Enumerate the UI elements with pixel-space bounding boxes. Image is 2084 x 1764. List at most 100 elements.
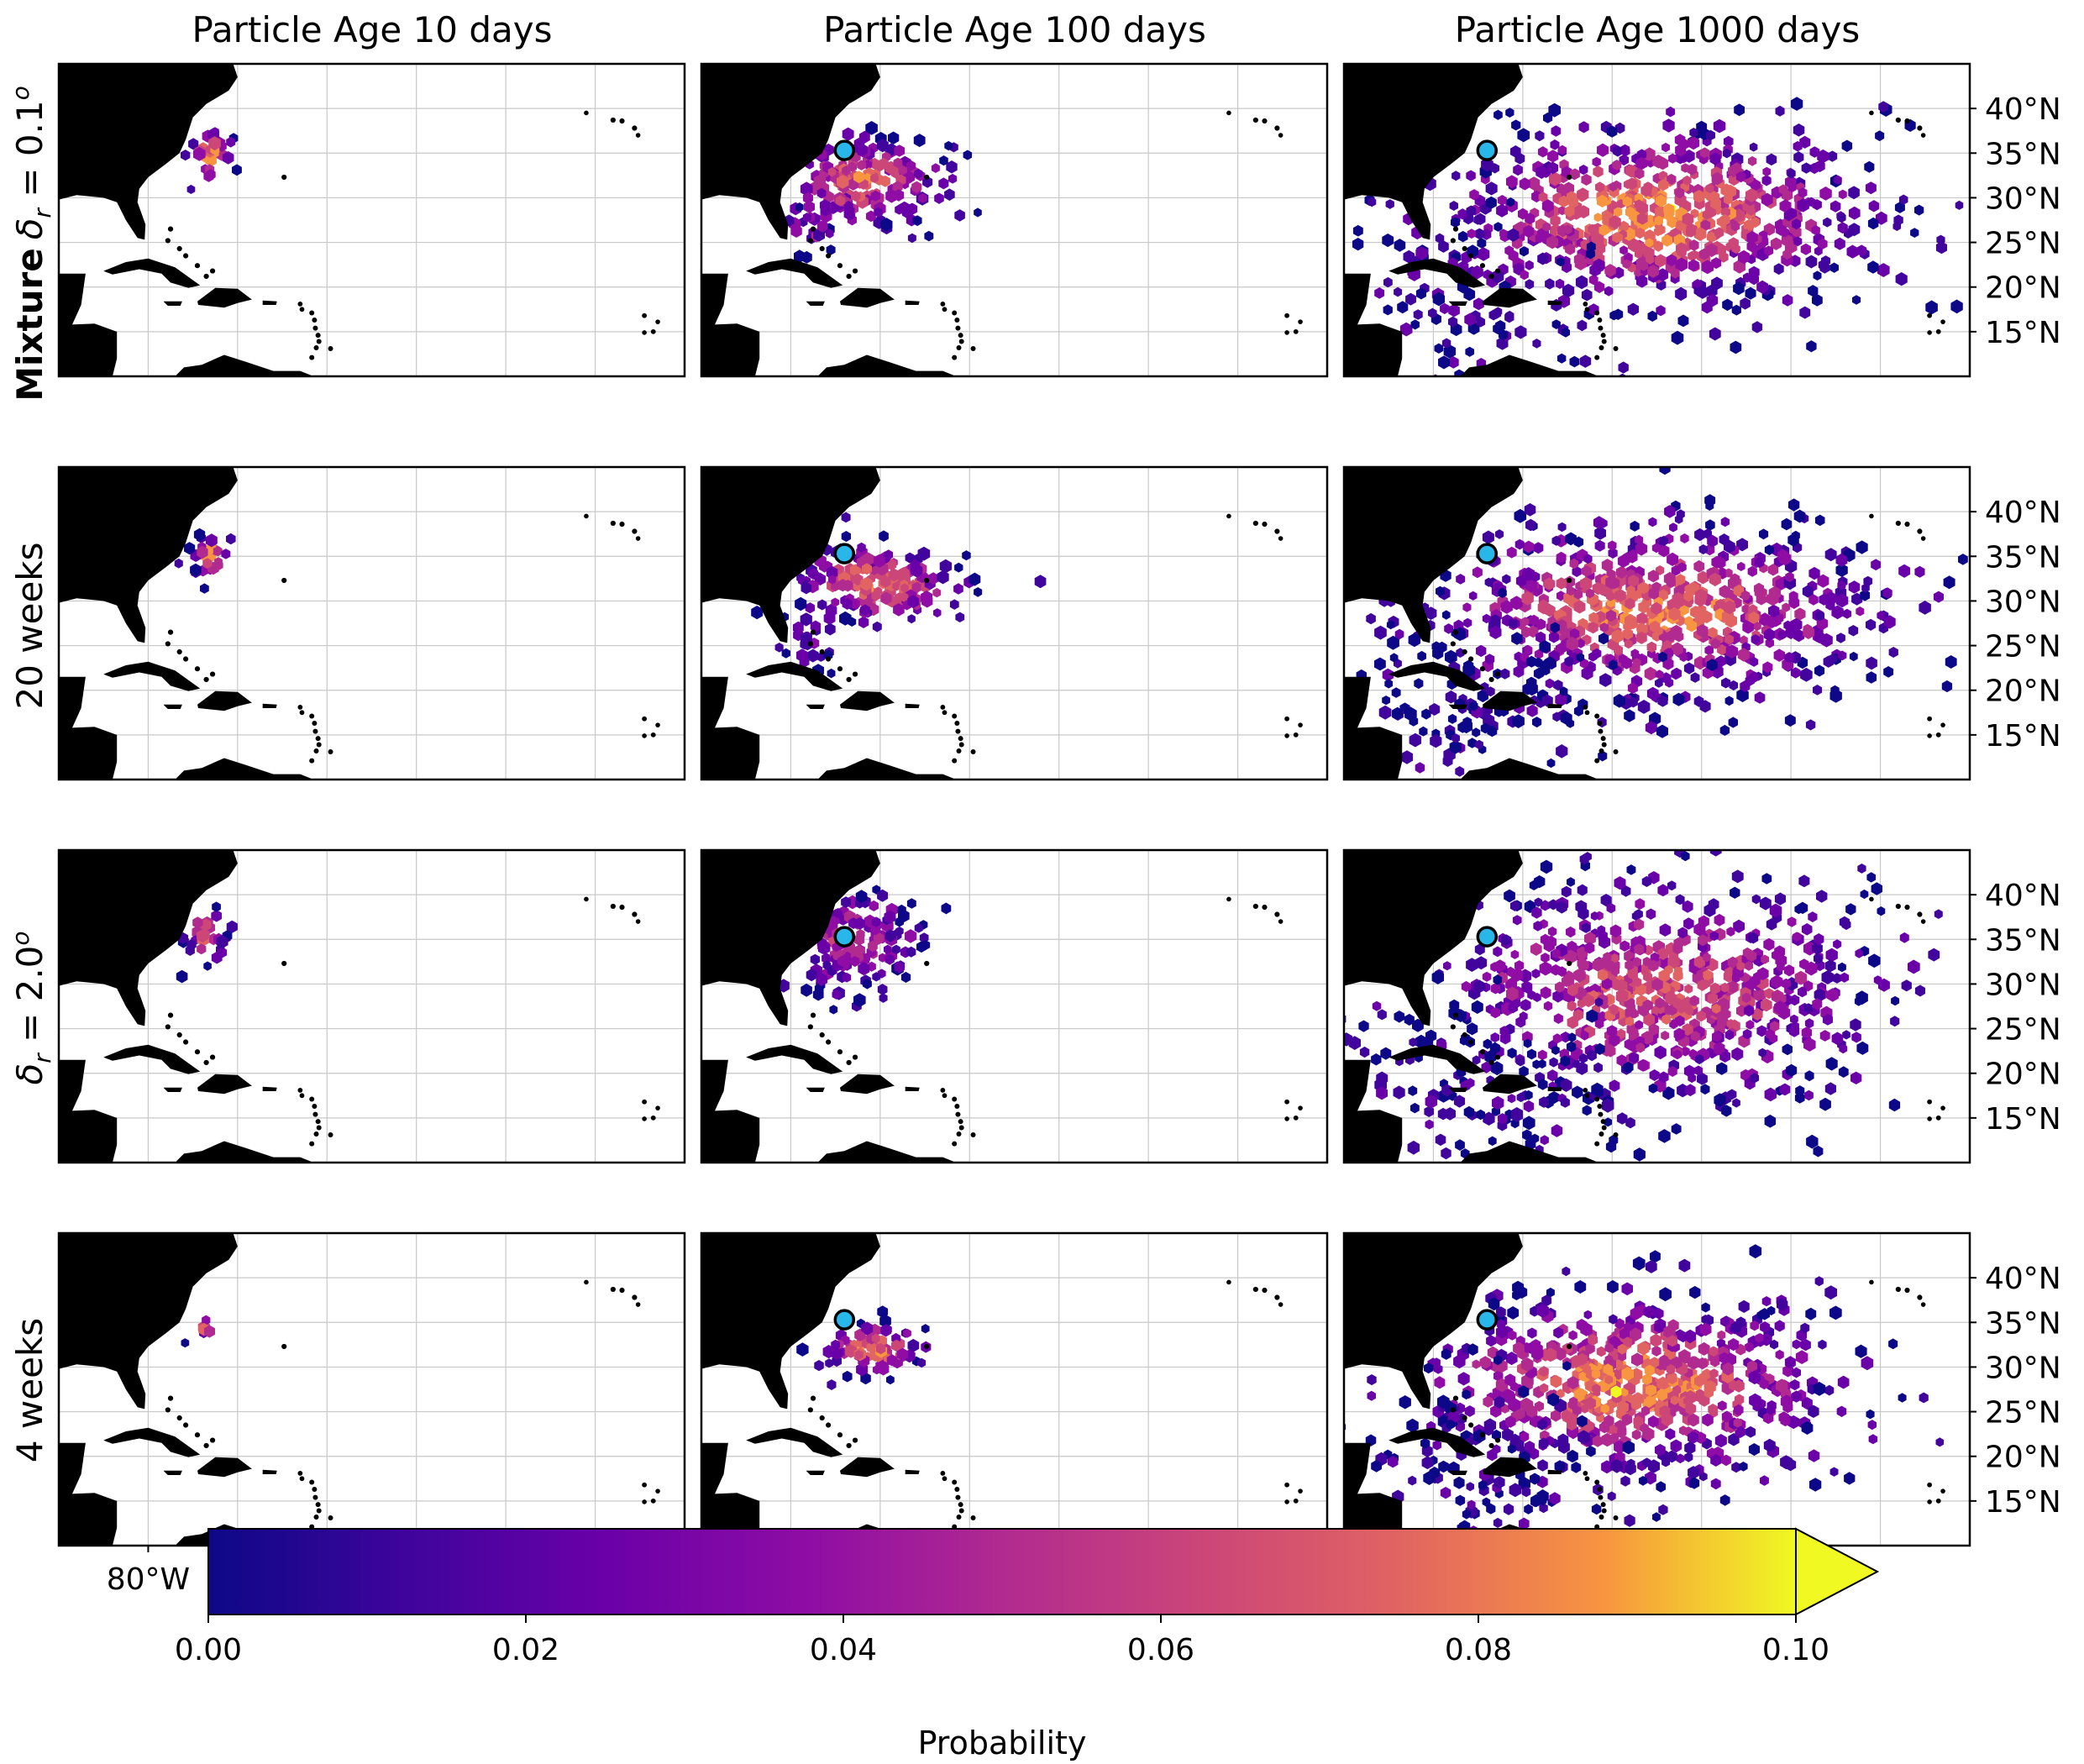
hex-bin xyxy=(1577,958,1587,969)
hex-bin xyxy=(1517,128,1530,143)
island xyxy=(1904,521,1910,528)
hex-bin xyxy=(1599,622,1609,633)
hex-bin xyxy=(826,565,838,580)
hex-bin xyxy=(817,599,827,611)
island xyxy=(1869,896,1874,902)
hex-bin xyxy=(1764,988,1774,1000)
island xyxy=(313,344,319,350)
hex-bin xyxy=(1568,1330,1577,1341)
hex-bin xyxy=(1667,880,1677,891)
hex-bin xyxy=(1745,1425,1756,1438)
hex-bin xyxy=(1638,1476,1647,1486)
hex-bin xyxy=(1514,538,1525,550)
hex-bin xyxy=(1635,542,1648,556)
hex-bin xyxy=(1703,1379,1716,1394)
hex-bin xyxy=(1514,1408,1525,1420)
hex-bin xyxy=(1643,971,1652,983)
hex-bin xyxy=(1850,1018,1861,1032)
hex-bin xyxy=(1567,1376,1579,1389)
hex-bin xyxy=(1435,233,1445,244)
hex-bin xyxy=(857,542,866,553)
hex-bin xyxy=(866,1341,877,1353)
hex-bin xyxy=(843,201,853,212)
hex-bin xyxy=(855,890,868,903)
island xyxy=(956,1514,962,1520)
island xyxy=(299,710,305,716)
hex-bin xyxy=(1476,317,1486,328)
hex-bin xyxy=(1358,1020,1369,1032)
hex-bin xyxy=(1688,1048,1698,1058)
hex-bin xyxy=(1593,258,1605,272)
hex-bin xyxy=(856,143,868,157)
hex-bin xyxy=(1818,238,1828,249)
hex-bin xyxy=(1693,279,1702,289)
hex-bin xyxy=(1475,213,1486,225)
hex-bin xyxy=(1595,181,1605,193)
hex-bin xyxy=(1773,263,1784,276)
hex-bin xyxy=(1408,1085,1418,1096)
hex-bin xyxy=(1671,642,1683,656)
hex-bin xyxy=(1551,319,1561,329)
hex-bin xyxy=(1696,1010,1706,1022)
hex-bin xyxy=(1629,1052,1640,1064)
hex-bin xyxy=(1523,1038,1532,1048)
hex-bin xyxy=(1468,591,1478,601)
island xyxy=(1262,118,1268,124)
hex-bin xyxy=(1719,585,1730,598)
hex-bin xyxy=(1677,246,1687,258)
hex-bin xyxy=(1603,952,1612,962)
island xyxy=(328,1132,333,1138)
island xyxy=(940,1471,946,1476)
hex-bin xyxy=(1658,1071,1669,1084)
hex-bin xyxy=(1646,641,1657,653)
hex-bin xyxy=(1661,1413,1673,1427)
island xyxy=(1274,911,1280,917)
island xyxy=(1940,722,1945,727)
hex-bin xyxy=(1656,1376,1669,1391)
island xyxy=(1994,1340,2000,1346)
hex-bin xyxy=(1676,1453,1685,1464)
island xyxy=(1895,1286,1901,1293)
hex-bin xyxy=(825,603,837,617)
island xyxy=(1274,125,1280,131)
island xyxy=(1597,1487,1603,1493)
hex-bin xyxy=(1391,706,1403,720)
hex-bin xyxy=(1570,1355,1582,1368)
hex-bin xyxy=(1688,239,1699,251)
hex-bin xyxy=(796,648,808,663)
hex-bin xyxy=(1537,1459,1548,1472)
hex-bin xyxy=(878,953,887,963)
hex-bin xyxy=(1817,149,1829,164)
hex-bin xyxy=(1497,195,1507,206)
hex-bin xyxy=(865,121,878,135)
hex-bin xyxy=(827,1379,837,1390)
hex-bin xyxy=(1436,585,1445,597)
hex-bin xyxy=(1476,644,1487,658)
hex-bin xyxy=(795,202,804,213)
hex-bin xyxy=(1466,1482,1474,1492)
hex-bin xyxy=(1446,1419,1455,1430)
hex-bin xyxy=(1829,689,1842,703)
hex-bin xyxy=(1607,1491,1616,1501)
island xyxy=(1920,536,1926,541)
hex-bin xyxy=(1720,982,1730,993)
hex-bin xyxy=(1626,864,1636,875)
hex-bin xyxy=(1719,1352,1730,1364)
hex-bin xyxy=(1710,1478,1721,1490)
hex-bin xyxy=(1775,577,1787,591)
hex-bin xyxy=(1688,1413,1699,1427)
hex-bin xyxy=(211,951,223,964)
hex-bin xyxy=(1898,1393,1907,1403)
hex-bin xyxy=(1745,286,1756,300)
hex-bin xyxy=(1656,724,1668,738)
hex-bin xyxy=(974,207,982,218)
hex-bin xyxy=(1731,869,1744,884)
hex-bin xyxy=(900,971,911,983)
island xyxy=(1298,722,1303,727)
hex-bin xyxy=(802,213,811,223)
hex-bin xyxy=(1559,686,1568,696)
hex-bin xyxy=(1631,1352,1644,1367)
hex-bin xyxy=(1694,593,1707,607)
hex-bin xyxy=(1861,1356,1874,1371)
hex-bin xyxy=(903,1328,911,1338)
